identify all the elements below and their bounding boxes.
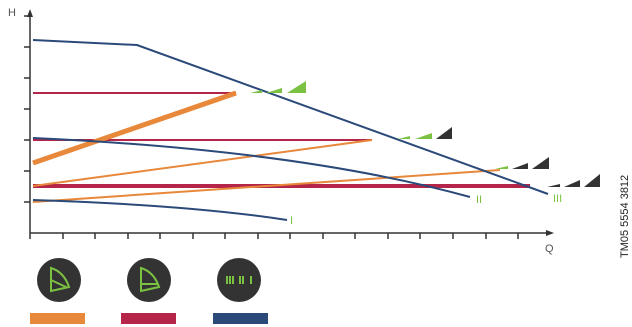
y-arrow	[27, 9, 33, 17]
speed-wedges	[250, 81, 600, 187]
legend-red	[121, 313, 176, 324]
legend-blue	[213, 313, 268, 324]
wedge	[398, 136, 410, 139]
curve-label: III	[553, 193, 562, 205]
orange-lines	[32, 90, 501, 203]
curve-iii	[32, 39, 549, 195]
wedge	[266, 88, 282, 93]
x-ticks	[29, 233, 519, 239]
wedge	[584, 174, 600, 187]
wedge	[564, 180, 580, 187]
wedge	[512, 163, 528, 169]
wedge	[415, 133, 432, 139]
icon-proportional	[37, 258, 81, 302]
curve-ii	[32, 137, 471, 198]
icon-glyph	[140, 266, 161, 293]
x-axis-label: Q	[545, 243, 554, 255]
curve-i	[32, 199, 288, 221]
wedge	[250, 90, 262, 93]
wedge	[495, 166, 508, 169]
wedge	[436, 127, 452, 139]
axes	[24, 9, 554, 239]
icon-glyph	[50, 266, 71, 293]
orange-line	[32, 169, 501, 203]
legend-icons	[37, 258, 261, 302]
x-arrow	[546, 230, 554, 236]
wedge	[547, 184, 560, 187]
wedge	[287, 81, 306, 93]
document-code: TM05 5554 3812	[619, 175, 631, 258]
icon-constant	[127, 258, 171, 302]
legend-orange	[30, 313, 85, 324]
wedge	[532, 157, 549, 169]
blue-curves	[32, 39, 549, 221]
curve-label: II	[476, 194, 482, 206]
orange-line	[32, 90, 237, 166]
y-ticks	[24, 15, 30, 203]
icon-glyph	[226, 276, 252, 284]
y-axis-label: H	[8, 7, 16, 19]
curve-label: I	[290, 215, 293, 227]
orange-line	[32, 139, 373, 187]
